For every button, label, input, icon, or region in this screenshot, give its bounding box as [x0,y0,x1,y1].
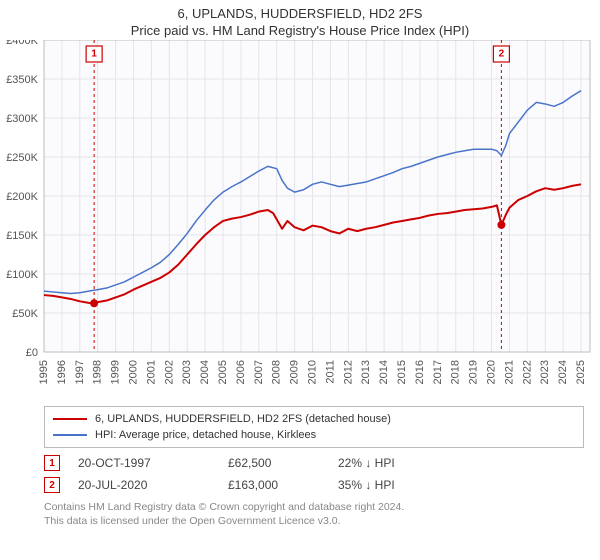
svg-text:2004: 2004 [199,360,211,384]
sale-row: 2 20-JUL-2020£163,00035% ↓ HPI [44,474,584,496]
svg-text:2022: 2022 [521,360,533,384]
svg-text:£400K: £400K [6,40,38,47]
svg-text:2005: 2005 [217,360,229,384]
svg-text:£0: £0 [26,347,38,359]
footer-line: Contains HM Land Registry data © Crown c… [44,500,584,514]
svg-text:2010: 2010 [307,360,319,384]
svg-text:2007: 2007 [253,360,265,384]
svg-text:2003: 2003 [181,360,193,384]
svg-text:1996: 1996 [56,360,68,384]
svg-text:£100K: £100K [6,269,38,281]
svg-text:2025: 2025 [575,360,587,384]
sale-marker: 1 [44,455,60,471]
svg-text:2014: 2014 [378,360,390,384]
svg-text:£150K: £150K [6,230,38,242]
svg-text:2015: 2015 [396,360,408,384]
svg-text:2023: 2023 [539,360,551,384]
footer-line: This data is licensed under the Open Gov… [44,514,584,528]
svg-text:2024: 2024 [557,360,569,384]
sale-price: £62,500 [228,456,338,470]
svg-text:2011: 2011 [324,360,336,384]
svg-text:1: 1 [91,49,97,60]
sale-date: 20-JUL-2020 [78,478,228,492]
sale-price: £163,000 [228,478,338,492]
legend-swatch [53,418,87,420]
footer-attribution: Contains HM Land Registry data © Crown c… [44,500,584,528]
svg-text:£250K: £250K [6,152,38,164]
svg-text:2017: 2017 [432,360,444,384]
sale-date: 20-OCT-1997 [78,456,228,470]
legend-label: HPI: Average price, detached house, Kirk… [95,429,316,441]
legend: 6, UPLANDS, HUDDERSFIELD, HD2 2FS (detac… [44,406,584,448]
svg-text:1999: 1999 [110,360,122,384]
svg-text:2020: 2020 [486,360,498,384]
svg-text:2009: 2009 [289,360,301,384]
price-chart: £0 £50K £100K £150K £200K £250K £300K £350K £400… [0,40,600,400]
svg-text:£300K: £300K [6,113,38,125]
svg-text:2012: 2012 [342,360,354,384]
sales-table: 1 20-OCT-1997£62,50022% ↓ HPI 2 20-JUL-2020… [44,452,584,496]
legend-item: HPI: Average price, detached house, Kirk… [53,427,575,443]
svg-text:2002: 2002 [163,360,175,384]
legend-item: 6, UPLANDS, HUDDERSFIELD, HD2 2FS (detac… [53,411,575,427]
svg-text:2021: 2021 [503,360,515,384]
svg-text:2019: 2019 [468,360,480,384]
svg-text:£350K: £350K [6,74,38,86]
legend-label: 6, UPLANDS, HUDDERSFIELD, HD2 2FS (detac… [95,413,391,425]
sale-row: 1 20-OCT-1997£62,50022% ↓ HPI [44,452,584,474]
svg-text:1995: 1995 [38,360,50,384]
svg-text:£200K: £200K [6,191,38,203]
svg-text:2001: 2001 [145,360,157,384]
svg-text:2013: 2013 [360,360,372,384]
svg-text:2018: 2018 [450,360,462,384]
svg-text:2: 2 [499,49,505,60]
svg-text:£50K: £50K [12,308,38,320]
svg-text:2000: 2000 [128,360,140,384]
chart-title: 6, UPLANDS, HUDDERSFIELD, HD2 2FS [4,6,596,21]
svg-text:2006: 2006 [235,360,247,384]
svg-text:1998: 1998 [92,360,104,384]
sale-delta: 35% ↓ HPI [338,478,458,492]
svg-text:2016: 2016 [414,360,426,384]
sale-delta: 22% ↓ HPI [338,456,458,470]
chart-subtitle: Price paid vs. HM Land Registry's House … [4,23,596,38]
legend-swatch [53,434,87,436]
svg-text:2008: 2008 [271,360,283,384]
sale-marker: 2 [44,477,60,493]
svg-text:1997: 1997 [74,360,86,384]
